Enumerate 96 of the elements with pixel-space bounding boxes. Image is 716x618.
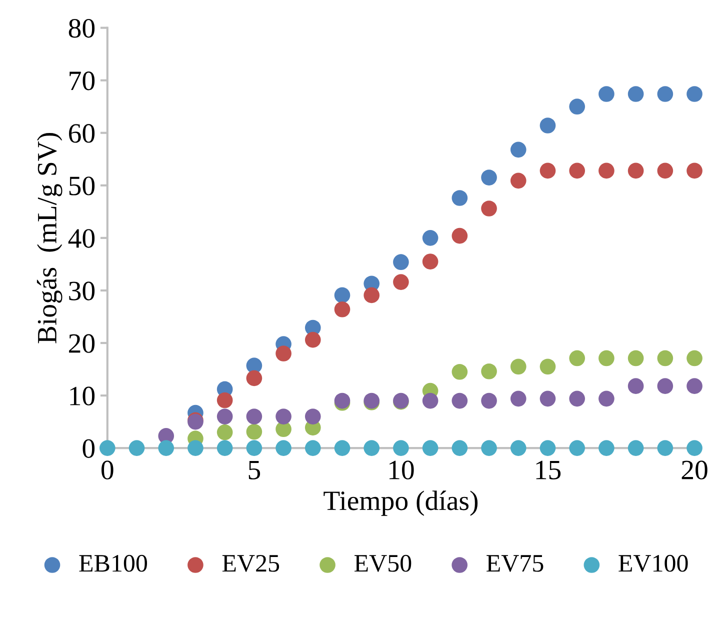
point — [686, 440, 702, 456]
point — [598, 86, 614, 102]
point — [304, 408, 321, 424]
point — [246, 370, 262, 386]
point — [334, 440, 350, 456]
point — [452, 440, 468, 456]
point — [422, 230, 438, 246]
point — [481, 363, 497, 380]
point — [657, 162, 674, 179]
point — [598, 350, 614, 366]
point — [452, 364, 468, 380]
x-tick-label: 0 — [102, 460, 114, 480]
point — [510, 358, 526, 375]
point — [393, 274, 409, 290]
point — [686, 378, 702, 394]
point — [657, 378, 674, 394]
point — [276, 408, 292, 424]
point — [569, 390, 586, 407]
point — [304, 332, 321, 348]
point — [657, 350, 674, 366]
point — [628, 440, 644, 456]
point — [540, 118, 556, 134]
point — [540, 358, 556, 375]
point — [628, 162, 644, 179]
point — [158, 440, 174, 456]
point — [188, 440, 204, 456]
point — [276, 440, 292, 456]
point — [216, 408, 233, 424]
legend-label: EB100 — [79, 554, 147, 572]
x-tick-label: 20 — [682, 460, 708, 480]
point — [540, 390, 556, 407]
y-tick-label: 10 — [70, 386, 95, 406]
point — [540, 162, 556, 179]
point — [246, 424, 262, 440]
point — [481, 200, 497, 216]
point — [393, 440, 409, 456]
point — [510, 142, 526, 158]
point — [657, 440, 674, 456]
x-tick-label: 10 — [390, 460, 414, 480]
point — [393, 254, 409, 270]
point — [481, 440, 497, 456]
y-axis-title: Biogás (mL/g SV) — [36, 133, 62, 344]
point — [334, 301, 350, 318]
point — [481, 170, 497, 186]
point — [598, 440, 614, 456]
point — [628, 86, 644, 102]
point — [216, 424, 233, 440]
x-tick-label: 5 — [248, 460, 260, 480]
point — [452, 190, 468, 206]
point — [569, 98, 586, 115]
point — [276, 346, 292, 362]
point — [246, 408, 262, 424]
point — [334, 287, 350, 304]
point — [452, 392, 468, 409]
legend-label: EV100 — [618, 554, 688, 572]
legend-label: EV50 — [354, 554, 412, 572]
point — [540, 440, 556, 456]
x-tick-label: 15 — [536, 460, 561, 480]
legend-label: EV75 — [486, 555, 544, 572]
point — [569, 440, 586, 456]
point — [686, 86, 702, 102]
point — [657, 86, 674, 102]
point — [598, 390, 614, 407]
point — [628, 378, 644, 394]
point — [422, 440, 438, 456]
x-axis-title: Tiempo (días) — [324, 490, 478, 516]
y-tick-label: 0 — [82, 439, 95, 458]
point — [216, 392, 233, 408]
y-tick-label: 50 — [69, 176, 95, 196]
point — [628, 350, 644, 366]
y-tick-label: 40 — [68, 229, 95, 248]
point — [364, 287, 380, 304]
y-tick-label: 80 — [68, 18, 95, 38]
point — [99, 440, 116, 456]
point — [246, 440, 262, 456]
legend-label: EV25 — [222, 555, 280, 572]
point — [452, 228, 468, 244]
y-tick-label: 20 — [69, 334, 95, 353]
point — [128, 440, 145, 456]
point — [686, 350, 702, 366]
point — [510, 172, 526, 189]
point — [510, 440, 526, 456]
point — [422, 254, 438, 270]
y-tick-label: 60 — [69, 124, 95, 143]
y-tick-label: 30 — [69, 282, 95, 300]
point — [510, 390, 526, 407]
y-tick-label: 70 — [70, 72, 95, 90]
point — [422, 392, 438, 409]
point — [569, 350, 586, 366]
point — [569, 162, 586, 179]
point — [304, 440, 321, 456]
point — [598, 162, 614, 179]
point — [364, 440, 380, 456]
point — [481, 392, 497, 409]
point — [686, 162, 702, 179]
point — [216, 440, 233, 456]
